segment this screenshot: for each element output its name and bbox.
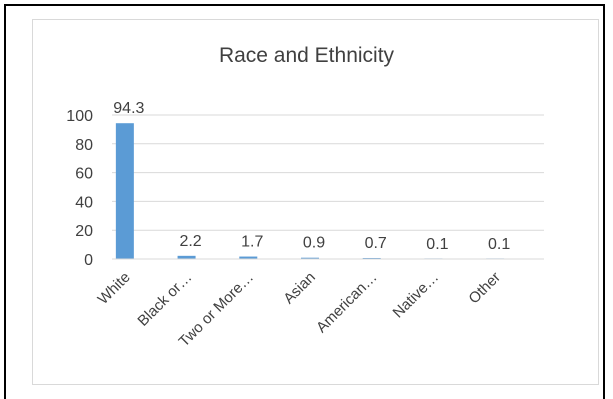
y-tick-label: 0 xyxy=(84,252,93,269)
bar xyxy=(177,255,196,259)
data-label: 0.1 xyxy=(488,236,510,253)
y-tick-label: 80 xyxy=(75,137,93,154)
data-label: 0.1 xyxy=(426,236,448,253)
y-tick-label: 20 xyxy=(75,223,93,240)
data-label: 0.9 xyxy=(303,235,325,252)
bar xyxy=(239,256,258,259)
data-label: 1.7 xyxy=(241,234,263,251)
category-label: American… xyxy=(313,269,380,336)
y-tick-label: 100 xyxy=(66,108,93,125)
category-label: Other xyxy=(465,269,504,308)
bar xyxy=(362,257,381,259)
data-label: 2.2 xyxy=(179,233,201,250)
category-label: Black or… xyxy=(134,269,195,330)
chart-title: Race and Ethnicity xyxy=(218,44,395,67)
data-label: 0.7 xyxy=(365,235,387,252)
data-label: 94.3 xyxy=(113,100,144,117)
y-tick-label: 60 xyxy=(75,166,93,183)
outer-frame xyxy=(4,4,605,399)
y-tick-label: 40 xyxy=(75,194,93,211)
category-label: White xyxy=(95,269,134,308)
category-label: Native… xyxy=(390,269,443,322)
category-label: Asian xyxy=(280,269,319,308)
bar xyxy=(301,257,319,259)
bar xyxy=(115,123,134,259)
